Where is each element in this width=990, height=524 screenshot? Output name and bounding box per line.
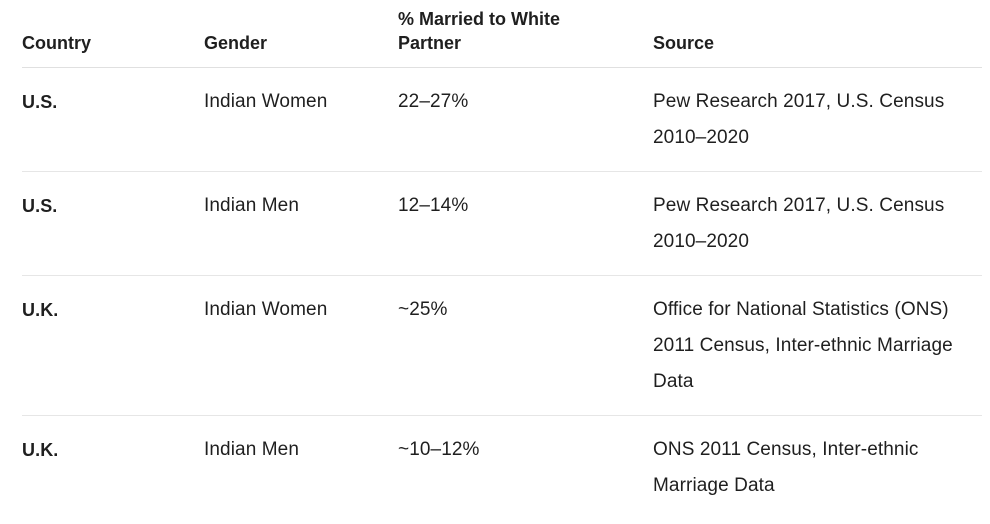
- cell-gender: Indian Women: [204, 299, 328, 320]
- header-source: Source: [653, 33, 715, 53]
- cell-source: Pew Research 2017, U.S. Census 2010–2020: [653, 91, 945, 148]
- cell-gender: Indian Women: [204, 91, 328, 112]
- table-row: U.S. Indian Men 12–14% Pew Research 2017…: [22, 172, 982, 276]
- cell-country: U.S.: [22, 92, 58, 112]
- header-percent-married: % Married to White Partner: [398, 9, 561, 53]
- table-row: U.K. Indian Women ~25% Office for Nation…: [22, 276, 982, 416]
- cell-percent: ~10–12%: [398, 439, 480, 460]
- cell-country: U.S.: [22, 196, 58, 216]
- cell-gender: Indian Men: [204, 439, 300, 460]
- cell-percent: ~25%: [398, 299, 448, 320]
- table-row: U.S. Indian Women 22–27% Pew Research 20…: [22, 68, 982, 172]
- cell-source: Office for National Statistics (ONS) 201…: [653, 299, 953, 392]
- cell-source: Pew Research 2017, U.S. Census 2010–2020: [653, 195, 945, 252]
- cell-country: U.K.: [22, 440, 59, 460]
- table-row: U.K. Indian Men ~10–12% ONS 2011 Census,…: [22, 416, 982, 524]
- cell-gender: Indian Men: [204, 195, 300, 216]
- header-gender: Gender: [204, 33, 268, 53]
- table-header-row: Country Gender % Married to White Partne…: [22, 0, 982, 68]
- cell-percent: 12–14%: [398, 195, 469, 216]
- cell-percent: 22–27%: [398, 91, 469, 112]
- header-country: Country: [22, 33, 91, 53]
- marriage-data-table: Country Gender % Married to White Partne…: [22, 0, 982, 524]
- cell-country: U.K.: [22, 300, 59, 320]
- cell-source: ONS 2011 Census, Inter-ethnic Marriage D…: [653, 439, 919, 496]
